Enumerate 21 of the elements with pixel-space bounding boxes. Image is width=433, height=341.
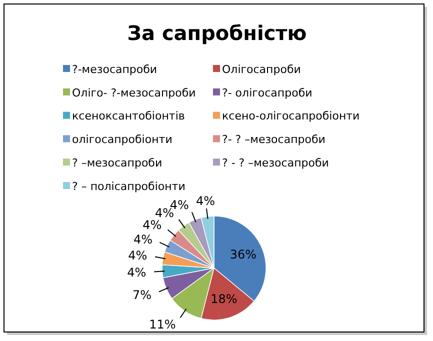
legend-label: ? –мезосапроби [72, 156, 162, 170]
data-label: 4% [133, 232, 152, 246]
data-label: 4% [128, 248, 148, 262]
legend-label: ?- олігосапроби [222, 86, 312, 100]
legend-label: олігосапробіонти [72, 133, 172, 146]
legend-label: Оліго- ?-мезосапроби [72, 86, 196, 100]
data-label: 4% [127, 265, 146, 280]
legend-label: ?-мезосапроби [72, 62, 158, 76]
legend-label: ?- ? –мезосапроби [222, 133, 326, 146]
legend-label: ? – полісапробіонти [72, 180, 186, 193]
chart-title: За сапробністю [127, 21, 307, 45]
data-label: 36% [230, 247, 257, 262]
data-label: 4% [196, 194, 215, 208]
legend-label: ксеноксантобіонтів [72, 110, 185, 123]
legend-label: ксено-олігосапробіонти [222, 110, 360, 123]
data-label: 18% [210, 292, 238, 306]
legend-label: Олігосапроби [222, 62, 301, 76]
legend-label: ? - ? –мезосапроби [222, 156, 329, 170]
data-label: 11% [149, 317, 176, 332]
data-label: 7% [132, 288, 152, 302]
data-label: 4% [142, 218, 162, 232]
